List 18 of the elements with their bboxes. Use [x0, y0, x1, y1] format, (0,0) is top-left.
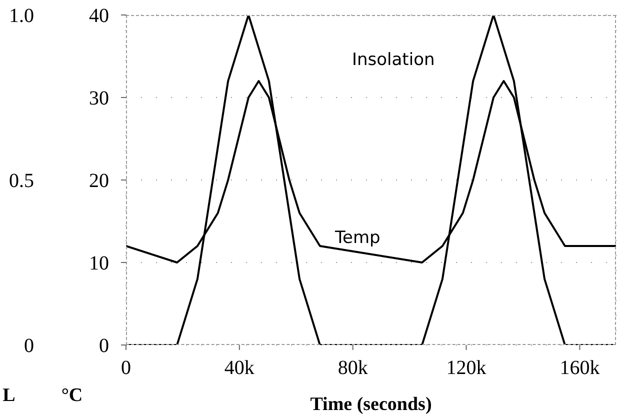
y2-tick-label: 0.5	[9, 170, 34, 192]
y2-tick-label: 0	[24, 335, 34, 358]
text: Insolation	[352, 50, 435, 70]
series-label: Temp	[335, 228, 380, 248]
y-tick-label: 40	[89, 5, 109, 28]
x-tick-label: 160k	[560, 357, 600, 380]
x-axis-title: Time (seconds)	[310, 394, 432, 415]
x-tick-label: 120k	[446, 357, 486, 380]
y2-axis-title: L	[2, 385, 16, 406]
y-tick-label: 20	[89, 170, 109, 192]
y-axis-title: °C	[61, 385, 83, 406]
y2-tick-label: 1.0	[9, 5, 34, 28]
x-tick-label: 40k	[224, 357, 254, 380]
y-tick-label: 0	[99, 335, 109, 358]
x-tick-label: 80k	[338, 357, 368, 380]
y-tick-label: 10	[89, 252, 109, 275]
y-tick-label: 30	[89, 88, 109, 110]
x-tick-label: 0	[121, 357, 131, 380]
